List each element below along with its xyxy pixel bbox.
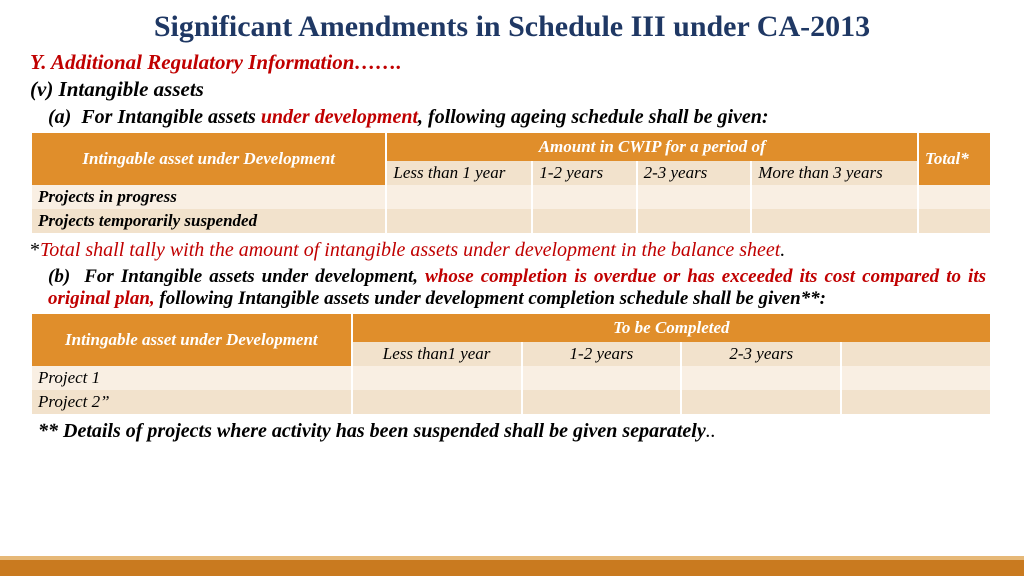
t2-subcol: 2-3 years (681, 342, 841, 366)
table-row: Project 1 (32, 366, 991, 390)
table-row: Project 2” (32, 390, 991, 414)
t2-cell (352, 390, 522, 414)
note-total-tally: *Total shall tally with the amount of in… (30, 239, 994, 262)
t2-cell (522, 366, 682, 390)
table-row: Intingable asset under Development To be… (32, 314, 991, 342)
note2-prefix: ** (38, 420, 63, 442)
item-a-red: under development (261, 106, 418, 128)
t2-cell (522, 390, 682, 414)
note2-text: Details of projects where activity has b… (63, 420, 706, 442)
t1-cell (637, 185, 752, 209)
slide: Significant Amendments in Schedule III u… (0, 0, 1024, 576)
note1-dot: . (780, 239, 785, 261)
t2-subcol: Less than1 year (352, 342, 522, 366)
t2-cell (352, 366, 522, 390)
table-row: Projects in progress (32, 185, 991, 209)
item-a-prefix: (a) For Intangible assets (48, 106, 261, 128)
note1-text: Total shall tally with the amount of int… (40, 239, 780, 261)
t1-rowlabel: Projects in progress (32, 185, 386, 209)
item-b-prefix: (b) For Intangible assets under developm… (48, 266, 425, 287)
t1-cell (918, 185, 991, 209)
t1-cell (918, 209, 991, 233)
t2-cell (841, 366, 991, 390)
t1-col2-span-header: Amount in CWIP for a period of (386, 133, 918, 161)
bottom-bar (0, 556, 1024, 576)
t1-cell (386, 185, 532, 209)
section-v-heading: (v) Intangible assets (30, 77, 994, 102)
t1-col1-header: Intingable asset under Development (32, 133, 386, 185)
item-a-suffix: , following ageing schedule shall be giv… (418, 106, 769, 128)
t2-cell (681, 390, 841, 414)
t2-subcol (841, 342, 991, 366)
t2-rowlabel: Project 1 (32, 366, 352, 390)
t1-cell (751, 209, 918, 233)
note-suspended-details: ** Details of projects where activity ha… (38, 420, 994, 443)
subtitle-y: Y. Additional Regulatory Information……. (30, 50, 994, 75)
table-completion-schedule: Intingable asset under Development To be… (32, 314, 992, 414)
note2-dots: .. (706, 420, 716, 442)
t1-cell (532, 185, 636, 209)
t1-subcol: 1-2 years (532, 161, 636, 185)
t1-cell (751, 185, 918, 209)
t1-cell (386, 209, 532, 233)
note1-star: * (30, 239, 40, 261)
item-b-suffix: following Intangible assets under develo… (155, 288, 826, 309)
t2-subcol: 1-2 years (522, 342, 682, 366)
slide-title: Significant Amendments in Schedule III u… (30, 10, 994, 44)
t1-subcol: Less than 1 year (386, 161, 532, 185)
table-ageing-schedule: Intingable asset under Development Amoun… (32, 133, 992, 233)
t1-cell (532, 209, 636, 233)
t2-rowlabel: Project 2” (32, 390, 352, 414)
t1-rowlabel: Projects temporarily suspended (32, 209, 386, 233)
t1-total-header: Total* (918, 133, 991, 185)
t1-subcol: More than 3 years (751, 161, 918, 185)
t2-cell (841, 390, 991, 414)
t2-cell (681, 366, 841, 390)
item-a-text: (a) For Intangible assets under developm… (48, 106, 994, 129)
table-row: Projects temporarily suspended (32, 209, 991, 233)
t2-col2-span-header: To be Completed (352, 314, 991, 342)
table-row: Intingable asset under Development Amoun… (32, 133, 991, 161)
t2-col1-header: Intingable asset under Development (32, 314, 352, 366)
t1-cell (637, 209, 752, 233)
item-b-text: (b) For Intangible assets under developm… (48, 266, 994, 310)
t1-subcol: 2-3 years (637, 161, 752, 185)
